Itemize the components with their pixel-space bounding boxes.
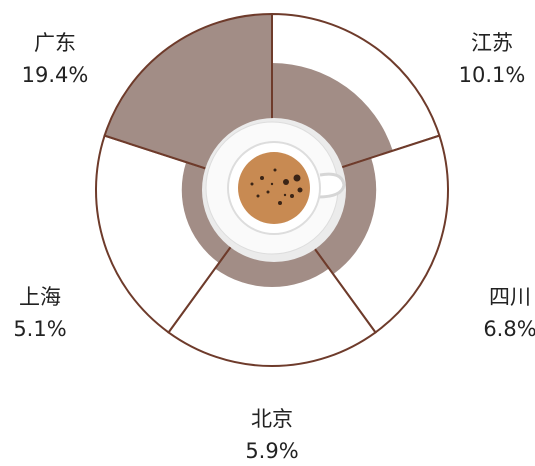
category-label: 上海 — [19, 285, 61, 309]
value-label: 19.4% — [22, 63, 89, 87]
category-label: 江苏 — [471, 31, 513, 55]
category-label: 北京 — [251, 407, 293, 431]
category-label: 广东 — [34, 31, 76, 55]
value-label: 10.1% — [459, 63, 526, 87]
coffee-cup — [202, 118, 346, 262]
value-label: 5.9% — [245, 439, 298, 463]
value-label: 6.8% — [483, 317, 535, 341]
value-label: 5.1% — [13, 317, 66, 341]
category-label: 四川 — [489, 285, 531, 309]
chart: 江苏 10.1% 四川 6.8% 北京 5.9% 上海 5.1% 广东 19.4% — [0, 0, 535, 466]
